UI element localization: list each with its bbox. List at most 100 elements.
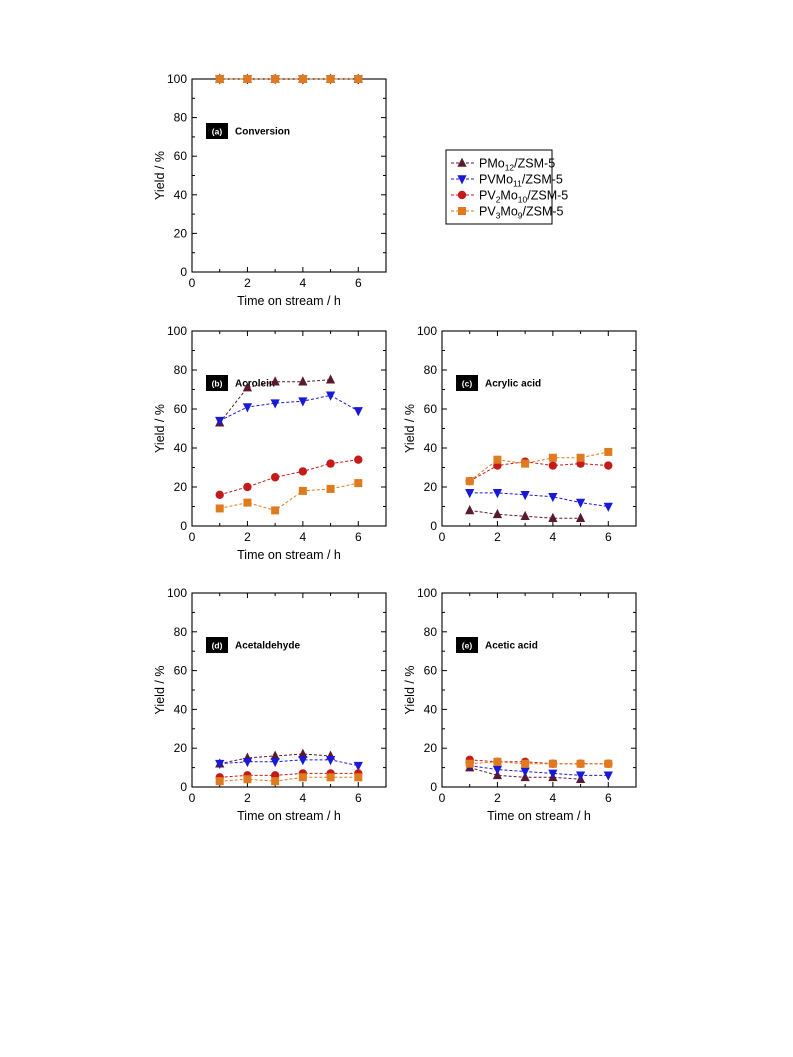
y-tick-label: 100 <box>417 586 437 600</box>
y-tick-label: 60 <box>174 664 188 678</box>
data-point-PV3Mo9 <box>271 506 280 515</box>
panel-badge-label: (c) <box>462 379 473 389</box>
plot-frame <box>191 592 387 788</box>
data-point-PVMo11 <box>520 767 530 777</box>
data-point-PVMo11 <box>492 489 503 499</box>
data-point-PVMo11 <box>465 489 475 499</box>
y-tick-label: 0 <box>430 519 437 533</box>
x-tick-label: 6 <box>355 530 362 544</box>
chart-panel-c: 0 20 40 60 80 100 0 2 4 6 Yield / % (c) Acrylic acid <box>403 324 637 544</box>
x-tick-label: 4 <box>550 530 557 544</box>
y-tick-label: 80 <box>424 363 438 377</box>
y-tick-label: 40 <box>174 188 188 202</box>
x-tick-label: 6 <box>355 276 362 290</box>
x-axis-label: Time on stream / h <box>237 548 341 562</box>
y-tick-label: 80 <box>174 625 188 639</box>
x-tick-label: 0 <box>439 530 446 544</box>
panel-badge-label: (a) <box>212 127 223 137</box>
data-point-PMo12 <box>492 508 503 519</box>
data-point-PV3Mo9 <box>243 75 252 83</box>
y-tick-label: 100 <box>417 324 437 338</box>
y-tick-label: 0 <box>430 780 437 794</box>
y-axis-label: Yield / % <box>153 404 167 453</box>
data-point-PVMo11 <box>548 492 558 503</box>
x-tick-label: 4 <box>300 530 307 544</box>
data-point-PV3Mo9 <box>521 459 530 468</box>
series-line-PV3Mo9 <box>469 761 609 765</box>
chart-panel-a: 0 20 40 60 80 100 0 2 4 6 Yield / % Time on stream … <box>153 72 387 308</box>
data-point-PMo12 <box>575 512 586 522</box>
series-line-PV3Mo9 <box>219 482 359 511</box>
panel-badge <box>206 637 228 653</box>
y-tick-label: 60 <box>424 402 438 416</box>
data-point-PV3Mo9 <box>604 759 613 768</box>
x-tick-label: 0 <box>189 530 196 544</box>
data-point-PVMo11 <box>215 416 225 427</box>
data-point-PVMo11 <box>353 761 363 772</box>
data-point-PVMo11 <box>353 407 363 417</box>
data-point-PV3Mo9 <box>548 453 557 462</box>
series-line-PV2Mo10 <box>219 459 359 496</box>
chart-panel-d: 0 20 40 60 80 100 0 2 4 6 Yield / % Time on stream … <box>153 586 387 823</box>
data-point-PV3Mo9 <box>604 447 613 456</box>
series-line-PV3Mo9 <box>469 451 609 482</box>
data-point-PVMo11 <box>298 397 308 407</box>
panel-badge <box>456 637 478 653</box>
data-point-PMo12 <box>270 750 280 760</box>
data-point-PV2Mo10 <box>326 459 335 468</box>
x-tick-label: 4 <box>300 791 307 805</box>
panel-badge-label: (d) <box>212 641 223 651</box>
panel-title: Acrolein <box>235 379 275 390</box>
data-point-PMo12 <box>548 512 558 522</box>
y-tick-label: 60 <box>174 402 188 416</box>
y-tick-label: 20 <box>424 480 438 494</box>
y-axis-label: Yield / % <box>153 151 167 200</box>
panel-title: Acrylic acid <box>485 379 541 390</box>
x-tick-label: 0 <box>189 791 196 805</box>
y-tick-label: 100 <box>167 586 187 600</box>
panel-badge <box>456 375 478 391</box>
chart-panel-b: 0 20 40 60 80 100 0 2 4 6 Yield / % Time on stream … <box>153 324 387 562</box>
data-point-PVMo11 <box>492 765 503 775</box>
series-line-PV2Mo10 <box>219 772 359 778</box>
legend: PMo12/ZSM-5PVMo11/ZSM-5PV2Mo10/ZSM-5PV3M… <box>445 149 568 225</box>
series-line-PVMo11 <box>469 492 609 507</box>
data-point-PV3Mo9 <box>576 759 585 768</box>
legend-label-PV3Mo9: PV3Mo9/ZSM-5 <box>479 205 564 221</box>
data-point-PMo12 <box>325 374 336 384</box>
data-point-PV3Mo9 <box>243 498 252 507</box>
data-point-PV3Mo9 <box>215 75 224 83</box>
data-point-PV2Mo10 <box>604 461 613 470</box>
data-point-PV3Mo9 <box>354 479 363 488</box>
data-point-PV3Mo9 <box>298 773 307 782</box>
series-line-PVMo11 <box>219 394 359 422</box>
data-point-PVMo11 <box>298 756 308 766</box>
x-tick-label: 0 <box>439 791 446 805</box>
data-point-PV3Mo9 <box>576 453 585 462</box>
data-point-PV3Mo9 <box>215 504 224 513</box>
data-point-PV3Mo9 <box>521 759 530 768</box>
data-point-PVMo11 <box>603 502 613 512</box>
data-point-PV2Mo10 <box>215 490 224 499</box>
legend-label-PVMo11: PVMo11/ZSM-5 <box>479 173 563 189</box>
y-tick-label: 20 <box>174 741 188 755</box>
y-tick-label: 20 <box>424 741 438 755</box>
data-point-PV3Mo9 <box>243 775 252 784</box>
y-tick-label: 40 <box>174 441 188 455</box>
data-point-PV2Mo10 <box>548 461 558 470</box>
data-point-PV3Mo9 <box>548 759 557 768</box>
y-tick-label: 80 <box>174 363 188 377</box>
data-point-PV3Mo9 <box>465 759 474 768</box>
data-point-PV3Mo9 <box>493 455 502 464</box>
y-tick-label: 0 <box>180 265 187 279</box>
y-axis-label: Yield / % <box>153 666 167 715</box>
x-tick-label: 2 <box>244 791 251 805</box>
y-tick-label: 40 <box>174 702 188 716</box>
data-point-PVMo11 <box>325 391 336 401</box>
data-point-PVMo11 <box>270 757 280 768</box>
series-line-PVMo11 <box>219 759 359 767</box>
y-tick-label: 60 <box>174 149 188 163</box>
data-point-PV3Mo9 <box>354 75 363 83</box>
data-point-PMo12 <box>298 748 308 758</box>
